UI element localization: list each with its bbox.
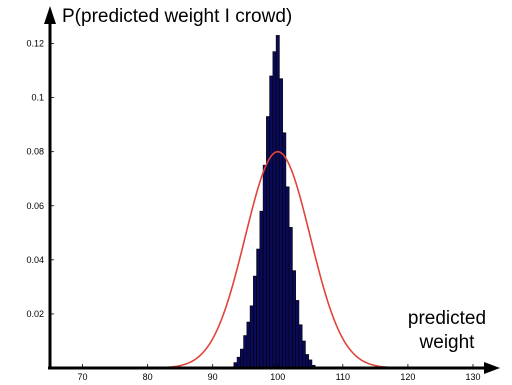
x-tick-label: 130: [465, 372, 480, 382]
x-label-line1: predicted: [408, 308, 486, 329]
histogram-bar: [262, 164, 267, 369]
histogram-bars: [233, 35, 316, 369]
histogram-bar: [295, 300, 300, 369]
histogram-bar: [269, 75, 274, 369]
histogram-bar: [253, 275, 257, 369]
x-tick-label: 110: [336, 372, 350, 382]
histogram-bar: [292, 270, 296, 369]
histogram-bar: [240, 348, 244, 369]
histogram-bar: [305, 354, 309, 369]
histogram-bar: [272, 51, 277, 369]
x-tick-label: 70: [78, 372, 88, 382]
y-tick-label: 0.02: [26, 309, 44, 319]
histogram-bar: [256, 248, 261, 369]
y-ticks: 0.02 0.04 0.06 0.08 0.1 0.12: [26, 39, 54, 319]
histogram-bar: [249, 305, 254, 369]
y-axis-arrow: [44, 6, 56, 24]
chart-title: P(predicted weight I crowd): [62, 6, 292, 27]
histogram-bar: [301, 340, 306, 369]
x-tick-label: 100: [270, 372, 285, 382]
x-tick-label: 90: [208, 372, 218, 382]
histogram-bar: [285, 186, 290, 369]
histogram-bar: [288, 227, 293, 369]
x-ticks: 70 80 90 100 110 120 130: [78, 364, 481, 382]
y-tick-label: 0.06: [26, 201, 44, 211]
x-axis-arrow: [484, 362, 500, 374]
x-label-line2: weight: [419, 332, 476, 353]
histogram-bar: [275, 35, 280, 369]
y-tick-label: 0.08: [26, 147, 44, 157]
histogram-bar: [259, 210, 264, 369]
y-tick-label: 0.1: [31, 93, 44, 103]
histogram-bar: [266, 116, 270, 369]
histogram-bar: [282, 132, 287, 369]
x-tick-label: 80: [143, 372, 153, 382]
histogram-bar: [298, 324, 303, 369]
histogram-bar: [246, 321, 251, 369]
y-tick-label: 0.04: [26, 255, 44, 265]
histogram-bar: [243, 335, 248, 369]
histogram-bar: [236, 356, 241, 369]
x-tick-label: 120: [400, 372, 415, 382]
y-tick-label: 0.12: [26, 39, 44, 49]
histogram-bar: [279, 78, 283, 369]
